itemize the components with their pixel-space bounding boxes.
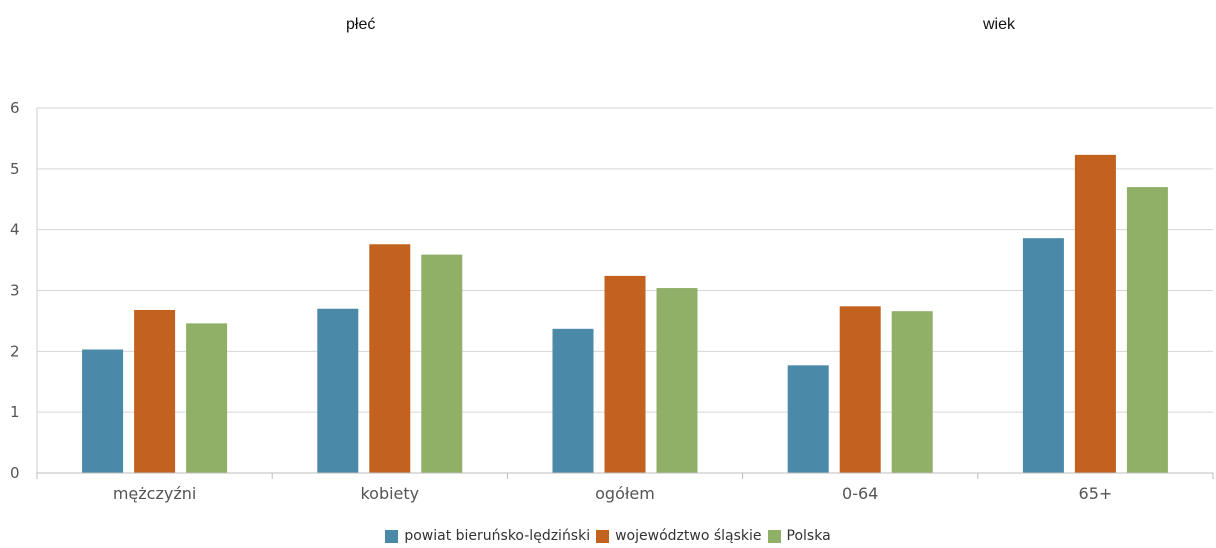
bar[interactable] xyxy=(604,275,646,473)
bar[interactable] xyxy=(891,311,933,473)
y-axis-ticks: 0 1 2 3 4 5 6 xyxy=(10,99,20,482)
bar[interactable] xyxy=(186,323,228,473)
y-tick-label: 2 xyxy=(10,342,20,360)
y-tick-label: 5 xyxy=(10,160,20,178)
bar[interactable] xyxy=(421,254,463,473)
legend-swatch xyxy=(767,529,781,543)
bar[interactable] xyxy=(656,288,698,473)
bar[interactable] xyxy=(1126,187,1168,474)
x-category-label: mężczyźni xyxy=(113,484,196,503)
x-category-label: 65+ xyxy=(1079,484,1113,503)
y-tick-label: 4 xyxy=(10,221,20,239)
legend-label: województwo śląskie xyxy=(615,528,762,544)
bar[interactable] xyxy=(839,306,881,473)
legend-swatch xyxy=(385,529,399,543)
legend-item-powiat[interactable]: powiat bieruńsko-lędziński xyxy=(385,528,590,544)
bar[interactable] xyxy=(317,308,359,473)
group-label-plec: płeć xyxy=(346,16,376,33)
y-tick-label: 3 xyxy=(10,282,20,300)
x-category-label: ogółem xyxy=(595,484,655,503)
x-category-label: kobiety xyxy=(360,484,419,503)
legend-label: powiat bieruńsko-lędziński xyxy=(404,528,591,544)
legend-label: Polska xyxy=(786,528,831,544)
bar[interactable] xyxy=(1074,154,1116,473)
legend-item-polska[interactable]: Polska xyxy=(767,528,831,544)
legend-swatch xyxy=(596,529,610,543)
group-label-wiek: wiek xyxy=(983,16,1016,33)
bar[interactable] xyxy=(134,309,176,473)
y-tick-label: 1 xyxy=(10,403,20,421)
y-tick-label: 0 xyxy=(10,464,20,482)
x-category-label: 0-64 xyxy=(842,484,878,503)
x-axis: mężczyźni kobiety ogółem 0-64 65+ xyxy=(36,108,1214,503)
bar[interactable] xyxy=(82,349,124,473)
bar[interactable] xyxy=(1022,238,1064,473)
bars xyxy=(82,154,1168,474)
bar[interactable] xyxy=(552,328,594,473)
legend: powiat bieruńsko-lędziński województwo ś… xyxy=(0,528,1216,544)
bar[interactable] xyxy=(369,244,411,473)
legend-item-wojewodztwo[interactable]: województwo śląskie xyxy=(596,528,762,544)
bar[interactable] xyxy=(787,365,829,473)
y-tick-label: 6 xyxy=(10,99,20,117)
bar-chart: 0 1 2 3 4 5 6 mężczyźni kobiety ogółem 0-64 65+ xyxy=(10,99,1214,503)
